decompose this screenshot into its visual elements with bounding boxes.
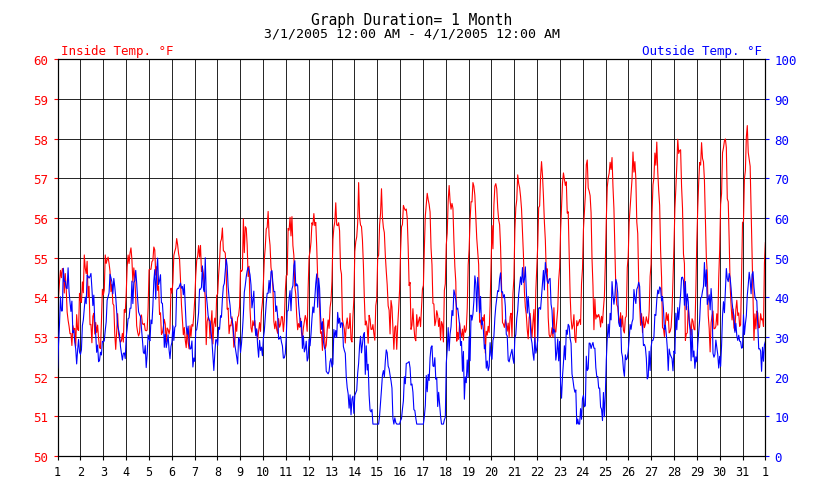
Text: Inside Temp. °F: Inside Temp. °F <box>61 45 174 58</box>
Text: Outside Temp. °F: Outside Temp. °F <box>642 45 762 58</box>
Text: 3/1/2005 12:00 AM - 4/1/2005 12:00 AM: 3/1/2005 12:00 AM - 4/1/2005 12:00 AM <box>263 28 560 41</box>
Text: Graph Duration= 1 Month: Graph Duration= 1 Month <box>311 13 512 28</box>
